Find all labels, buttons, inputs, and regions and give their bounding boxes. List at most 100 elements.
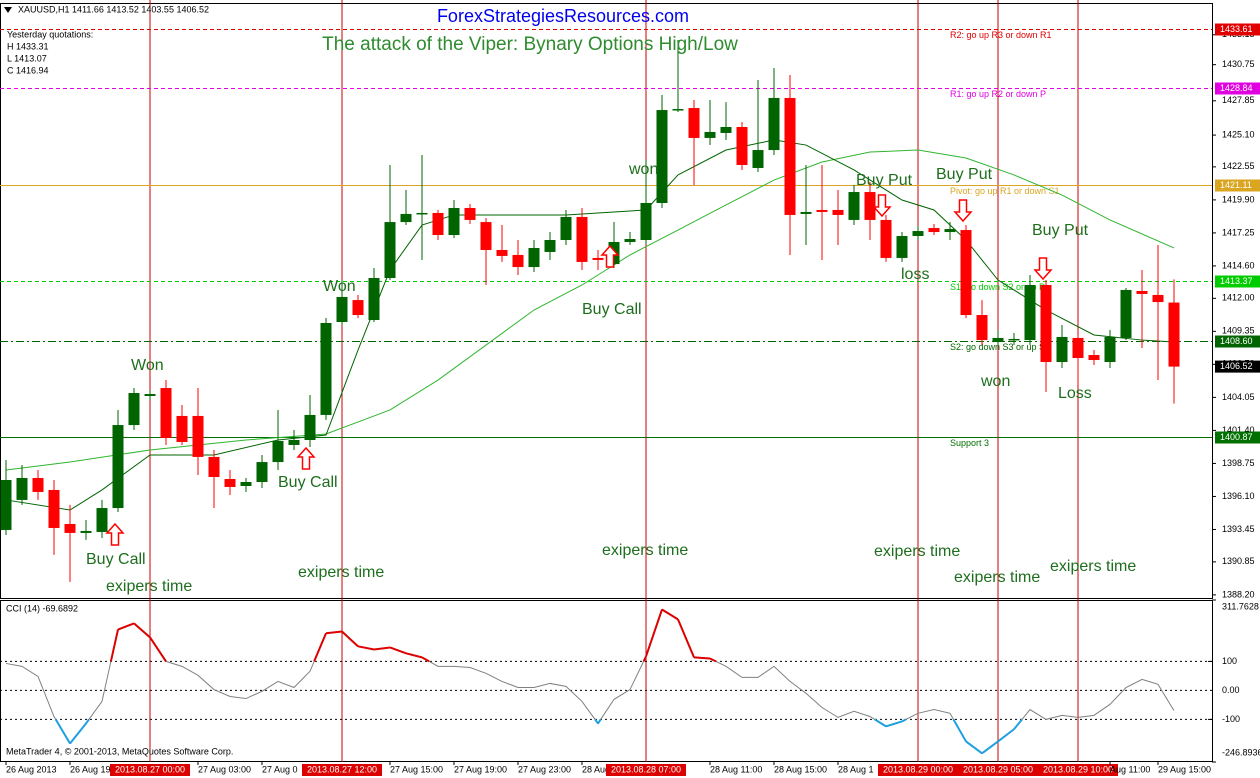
menu-icon bbox=[4, 7, 12, 13]
candle-body bbox=[304, 414, 316, 440]
site-name: ForexStrategiesResources.com bbox=[437, 6, 689, 26]
y-tick-label: 1388.20 bbox=[1222, 589, 1255, 599]
y-tick-label: 1419.90 bbox=[1222, 194, 1255, 204]
annotation: Buy Call bbox=[582, 301, 642, 318]
candle-body bbox=[592, 257, 604, 260]
cci-highlight bbox=[901, 718, 907, 723]
cci-highlight bbox=[69, 722, 87, 745]
annotation: exipers time bbox=[954, 569, 1040, 586]
candle-body bbox=[816, 209, 828, 212]
x-tick-label: 28 Aug 11:00 bbox=[710, 764, 762, 774]
candle-body bbox=[1072, 337, 1084, 359]
y-tick-label: 1417.25 bbox=[1222, 227, 1255, 237]
candle-body bbox=[0, 479, 12, 530]
candle-body bbox=[464, 207, 476, 220]
cci-highlight bbox=[373, 646, 391, 651]
last-price-label: 1406.52 bbox=[1220, 361, 1253, 371]
y-tick-label: 1409.35 bbox=[1222, 326, 1255, 336]
level-label: S2: go down S3 or up S1 bbox=[950, 342, 1050, 352]
signal-arrow bbox=[953, 199, 973, 223]
candle-body bbox=[944, 229, 956, 233]
candle-body bbox=[832, 209, 844, 215]
x-tick-label: 28 Aug 15:00 bbox=[774, 764, 827, 774]
x-tick-label: 27 Aug 15:00 bbox=[390, 764, 443, 774]
annotation: won bbox=[628, 161, 658, 178]
y-tick-label: 1425.10 bbox=[1222, 129, 1255, 139]
candle-body bbox=[528, 247, 540, 268]
annotation: exipers time bbox=[106, 578, 192, 595]
candle-body bbox=[896, 236, 908, 258]
candle-body bbox=[32, 478, 44, 492]
x-tick-label: 26 Aug 2013 bbox=[6, 764, 57, 774]
annotation: Buy Put bbox=[1032, 222, 1089, 239]
y-tick-label: 1412.00 bbox=[1222, 293, 1255, 303]
level-tag bbox=[1215, 275, 1260, 288]
x-tick-label: 29 Aug 15:00 bbox=[1158, 764, 1211, 774]
cci-highlight bbox=[693, 656, 711, 660]
candle-body bbox=[320, 322, 332, 415]
candle-body bbox=[240, 481, 252, 486]
candle-body bbox=[752, 150, 764, 168]
candle-body bbox=[336, 296, 348, 322]
x-tick-label: 28 Aug 0 bbox=[582, 764, 618, 774]
y-tick-label: 1422.55 bbox=[1222, 161, 1255, 171]
cci-highlight bbox=[677, 618, 695, 658]
candle-body bbox=[208, 456, 220, 478]
cci-label: CCI (14) -69.6892 bbox=[6, 603, 78, 613]
candle-body bbox=[1088, 355, 1100, 360]
candle-body bbox=[1136, 290, 1148, 294]
x-tick-label: 2013.08.27 00:00 bbox=[115, 764, 185, 774]
x-tick-label: 27 Aug 23:00 bbox=[518, 764, 571, 774]
x-tick-label: 28 Aug 1 bbox=[838, 764, 874, 774]
level-tag bbox=[1215, 23, 1260, 36]
candle-body bbox=[272, 440, 284, 463]
candle-body bbox=[368, 278, 380, 321]
y-tick-label: 1393.45 bbox=[1222, 524, 1255, 534]
candle-body bbox=[416, 212, 428, 215]
y-tick-label: 1427.85 bbox=[1222, 95, 1255, 105]
info-line: H 1433.31 bbox=[7, 41, 49, 51]
level-label: Pivot: go up R1 or down S1 bbox=[950, 186, 1060, 196]
date-highlight bbox=[302, 764, 382, 776]
cci-highlight bbox=[952, 718, 967, 742]
level-tag-label: 1421.11 bbox=[1220, 180, 1252, 190]
cci-highlight bbox=[325, 630, 343, 635]
cci-highlight bbox=[709, 657, 717, 663]
x-tick-label: 2013.08.29 10:00 bbox=[1043, 764, 1113, 774]
cci-highlight bbox=[341, 630, 359, 648]
level-label: Support 3 bbox=[950, 438, 989, 448]
level-tag bbox=[1215, 431, 1260, 444]
candle-body bbox=[256, 462, 268, 482]
cci-highlight bbox=[405, 652, 423, 659]
candle-body bbox=[288, 439, 300, 445]
level-label: R2: go up R3 or down R1 bbox=[950, 30, 1052, 40]
candle-body bbox=[112, 425, 124, 509]
x-tick-label: 26 Aug 19:00 bbox=[70, 764, 123, 774]
candle-body bbox=[784, 97, 796, 215]
info-line: L 1413.07 bbox=[7, 53, 47, 63]
cci-highlight bbox=[54, 718, 71, 744]
date-highlight bbox=[110, 764, 190, 776]
annotation: exipers time bbox=[298, 564, 384, 581]
candle-body bbox=[1168, 302, 1180, 367]
candle-body bbox=[480, 222, 492, 250]
annotation: loss bbox=[901, 266, 929, 283]
level-tag-label: 1433.61 bbox=[1220, 24, 1253, 34]
cci-highlight bbox=[661, 608, 679, 621]
annotation: Buy Call bbox=[278, 474, 338, 491]
candle-body bbox=[160, 388, 172, 439]
footer: MetaTrader 4, © 2001-2013, MetaQuotes So… bbox=[6, 746, 233, 756]
y-tick-label: 1414.60 bbox=[1222, 260, 1255, 270]
annotation: won bbox=[980, 373, 1010, 390]
candle-body bbox=[960, 230, 972, 316]
candle-body bbox=[384, 222, 396, 279]
candle-body bbox=[432, 212, 444, 236]
y-tick-label: 1390.85 bbox=[1222, 556, 1255, 566]
level-tag bbox=[1215, 82, 1260, 95]
candle-body bbox=[448, 207, 460, 236]
candle-body bbox=[224, 479, 236, 487]
cci-highlight bbox=[117, 622, 135, 631]
candle-body bbox=[144, 394, 156, 397]
